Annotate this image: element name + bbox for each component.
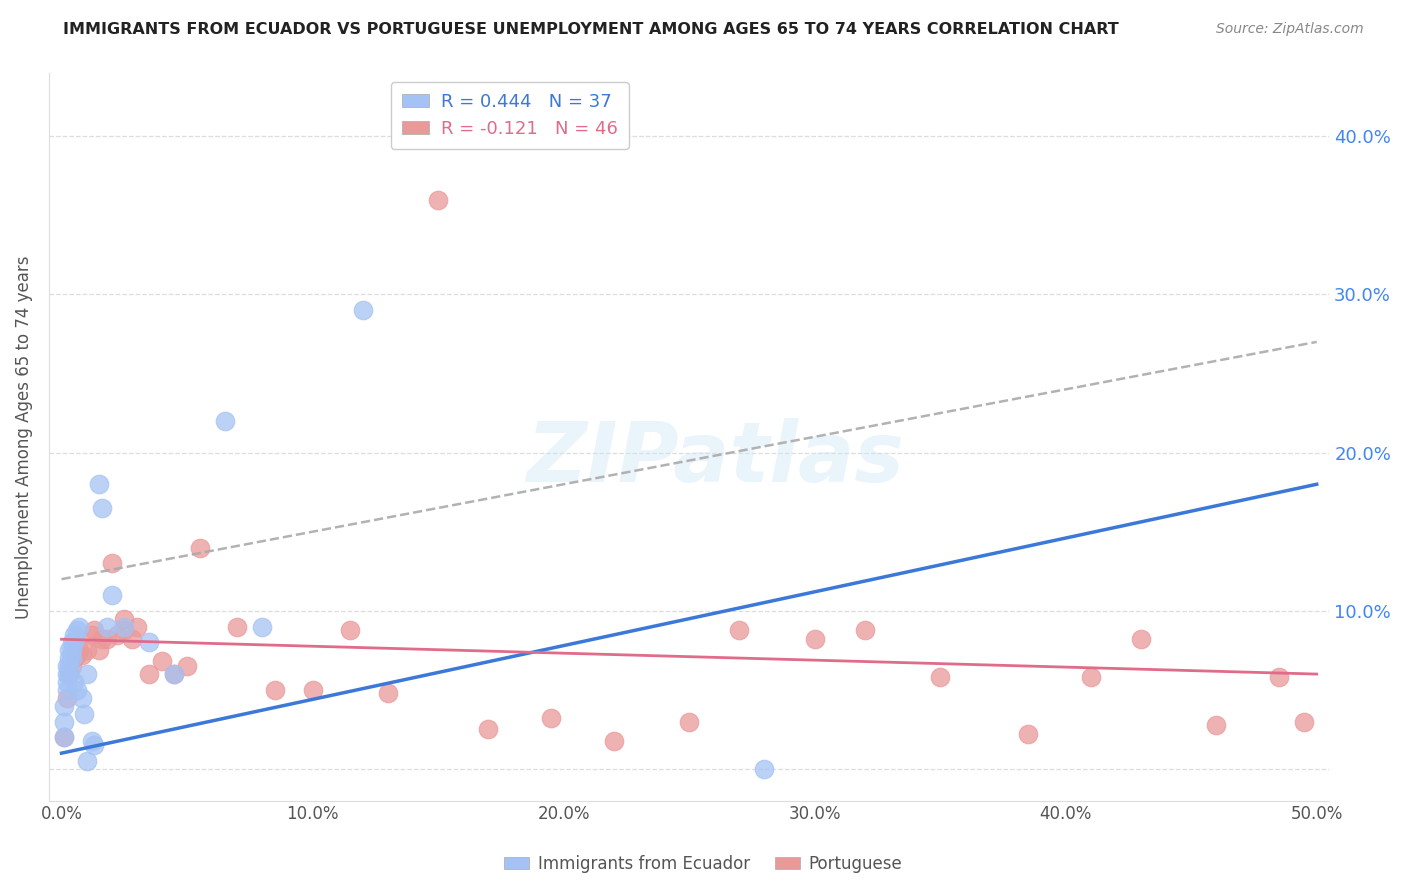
Point: [58, 667, 80, 681]
Point: [55, 675, 77, 690]
Text: IMMIGRANTS FROM ECUADOR VS PORTUGUESE UNEMPLOYMENT AMONG AGES 65 TO 74 YEARS COR: IMMIGRANTS FROM ECUADOR VS PORTUGUESE UN…: [63, 22, 1119, 37]
Point: [427, 193, 450, 207]
Point: [96, 619, 118, 633]
Y-axis label: Unemployment Among Ages 65 to 74 years: Unemployment Among Ages 65 to 74 years: [15, 255, 32, 618]
Point: [60, 651, 83, 665]
Point: [176, 659, 198, 673]
Point: [112, 612, 135, 626]
Point: [80, 733, 103, 747]
Point: [803, 632, 825, 647]
Point: [339, 623, 361, 637]
Point: [853, 623, 876, 637]
Point: [96, 632, 118, 647]
Point: [65, 623, 87, 637]
Point: [55, 690, 77, 705]
Point: [125, 619, 148, 633]
Point: [226, 619, 249, 633]
Point: [83, 623, 105, 637]
Point: [83, 738, 105, 752]
Point: [678, 714, 700, 729]
Point: [76, 667, 98, 681]
Point: [53, 731, 76, 745]
Point: [754, 762, 776, 776]
Point: [138, 635, 160, 649]
Point: [60, 643, 83, 657]
Point: [65, 682, 87, 697]
Point: [138, 667, 160, 681]
Point: [540, 711, 562, 725]
Point: [112, 623, 135, 637]
Point: [377, 686, 399, 700]
Point: [73, 706, 96, 721]
Point: [100, 588, 122, 602]
Point: [477, 723, 499, 737]
Point: [55, 667, 77, 681]
Point: [121, 632, 143, 647]
Point: [1294, 714, 1316, 729]
Point: [70, 690, 93, 705]
Point: [728, 623, 751, 637]
Point: [112, 619, 135, 633]
Point: [100, 557, 122, 571]
Point: [55, 682, 77, 697]
Point: [58, 659, 80, 673]
Point: [63, 675, 86, 690]
Point: [89, 477, 111, 491]
Point: [90, 500, 112, 515]
Point: [67, 619, 90, 633]
Point: [58, 651, 80, 665]
Point: [1080, 670, 1102, 684]
Point: [264, 682, 287, 697]
Point: [65, 648, 87, 662]
Point: [214, 414, 236, 428]
Point: [63, 643, 86, 657]
Point: [53, 714, 76, 729]
Point: [58, 667, 80, 681]
Point: [252, 619, 274, 633]
Point: [1017, 727, 1039, 741]
Point: [70, 648, 93, 662]
Point: [163, 667, 186, 681]
Legend: Immigrants from Ecuador, Portuguese: Immigrants from Ecuador, Portuguese: [498, 848, 908, 880]
Text: ZIPatlas: ZIPatlas: [526, 418, 904, 500]
Point: [1130, 632, 1153, 647]
Point: [53, 731, 76, 745]
Point: [63, 627, 86, 641]
Point: [1268, 670, 1291, 684]
Point: [67, 643, 90, 657]
Point: [188, 541, 211, 555]
Point: [63, 651, 86, 665]
Point: [352, 303, 374, 318]
Point: [90, 632, 112, 647]
Point: [60, 659, 83, 673]
Point: [603, 733, 626, 747]
Point: [1205, 717, 1227, 731]
Point: [58, 643, 80, 657]
Point: [55, 659, 77, 673]
Point: [80, 627, 103, 641]
Legend: R = 0.444   N = 37, R = -0.121   N = 46: R = 0.444 N = 37, R = -0.121 N = 46: [391, 82, 628, 149]
Point: [63, 635, 86, 649]
Point: [150, 655, 173, 669]
Point: [301, 682, 323, 697]
Text: Source: ZipAtlas.com: Source: ZipAtlas.com: [1216, 22, 1364, 37]
Point: [163, 667, 186, 681]
Point: [105, 627, 128, 641]
Point: [53, 698, 76, 713]
Point: [929, 670, 952, 684]
Point: [89, 643, 111, 657]
Point: [60, 635, 83, 649]
Point: [76, 754, 98, 768]
Point: [76, 643, 98, 657]
